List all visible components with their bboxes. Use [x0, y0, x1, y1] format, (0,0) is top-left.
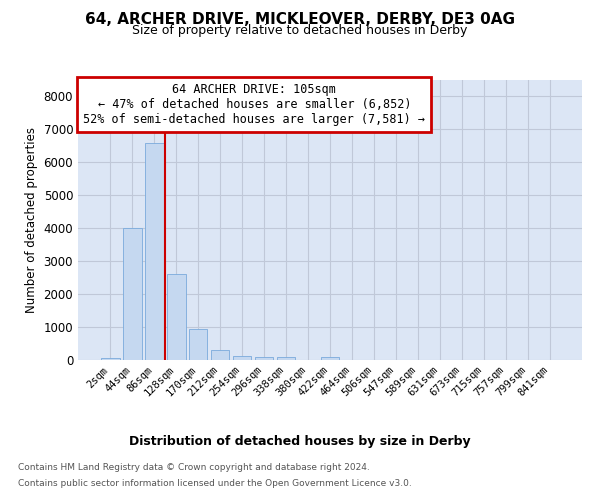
Bar — [167, 274, 185, 360]
Bar — [145, 142, 164, 360]
Bar — [189, 328, 208, 360]
Bar — [211, 350, 229, 360]
Bar — [277, 358, 295, 360]
Text: Contains HM Land Registry data © Crown copyright and database right 2024.: Contains HM Land Registry data © Crown c… — [18, 464, 370, 472]
Text: Contains public sector information licensed under the Open Government Licence v3: Contains public sector information licen… — [18, 478, 412, 488]
Text: Size of property relative to detached houses in Derby: Size of property relative to detached ho… — [133, 24, 467, 37]
Bar — [233, 356, 251, 360]
Text: 64, ARCHER DRIVE, MICKLEOVER, DERBY, DE3 0AG: 64, ARCHER DRIVE, MICKLEOVER, DERBY, DE3… — [85, 12, 515, 28]
Text: 64 ARCHER DRIVE: 105sqm
← 47% of detached houses are smaller (6,852)
52% of semi: 64 ARCHER DRIVE: 105sqm ← 47% of detache… — [83, 83, 425, 126]
Bar — [101, 358, 119, 360]
Y-axis label: Number of detached properties: Number of detached properties — [25, 127, 38, 313]
Bar — [320, 358, 340, 360]
Bar — [123, 228, 142, 360]
Text: Distribution of detached houses by size in Derby: Distribution of detached houses by size … — [129, 435, 471, 448]
Bar — [255, 357, 274, 360]
